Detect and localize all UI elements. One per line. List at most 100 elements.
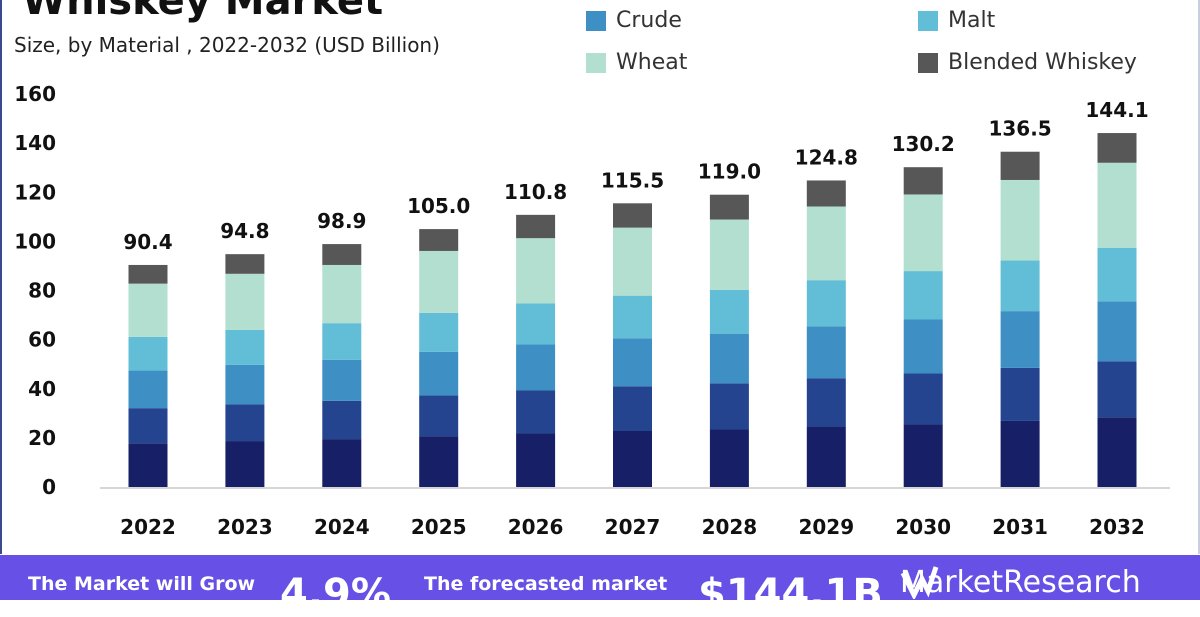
bar-segment-series-1 (419, 436, 459, 487)
bar-segment-wheat (419, 250, 459, 313)
bar-segment-crude (1000, 311, 1040, 368)
bar-segment-series-1 (1000, 420, 1040, 487)
bar-segment-crude (1097, 301, 1137, 362)
x-tick-label: 2022 (120, 515, 176, 539)
bar-segment-malt (903, 271, 943, 320)
bar-segment-series-2 (322, 400, 362, 440)
bar-segment-wheat (128, 283, 168, 337)
legend-label: Crude (616, 8, 682, 33)
bar-segment-series-2 (516, 390, 556, 434)
legend-label: Malt (948, 8, 996, 33)
y-tick-label: 40 (28, 377, 56, 401)
bar-segment-malt (322, 323, 362, 360)
bar-segment-series-2 (903, 373, 943, 425)
bar-segment-crude (613, 338, 652, 387)
legend-swatch-blended-whiskey (918, 52, 938, 73)
logo-chart-icon (900, 566, 939, 599)
bar-segment-series-2 (1000, 367, 1040, 421)
logo-text: MarketResearch (900, 564, 1141, 600)
x-tick-label: 2027 (605, 515, 661, 539)
chart-frame (0, 0, 1200, 554)
bar-segment-wheat (806, 206, 846, 281)
x-tick-label: 2031 (992, 515, 1048, 539)
bar-segment-blended-whiskey (613, 203, 652, 228)
y-tick-label: 20 (28, 426, 56, 450)
chart-title: Whiskey Market (22, 0, 384, 24)
forecast-value: $144.1B (698, 571, 883, 617)
bar-total-label: 115.5 (601, 168, 664, 192)
bar-segment-series-1 (128, 443, 168, 487)
bar-segment-series-1 (709, 429, 749, 487)
bar-segment-series-1 (903, 424, 943, 487)
bar-total-label: 98.9 (317, 209, 366, 233)
bar-segment-series-1 (516, 433, 556, 487)
bar-segment-wheat (709, 219, 749, 290)
bar-segment-series-1 (225, 441, 265, 487)
marketresearch-logo: MarketResearch (900, 565, 1141, 600)
bar-total-label: 130.2 (892, 132, 955, 156)
bar-segment-crude (322, 359, 362, 401)
bar-segment-blended-whiskey (225, 254, 265, 274)
bar-total-label: 124.8 (795, 145, 858, 169)
y-tick-label: 80 (28, 279, 56, 303)
legend-label: Blended Whiskey (948, 50, 1137, 75)
bar-segment-crude (128, 370, 168, 409)
bar-total-label: 105.0 (407, 194, 470, 218)
chart-subtitle: Size, by Material , 2022-2032 (USD Billi… (14, 33, 440, 57)
bar-total-label: 110.8 (504, 180, 567, 204)
legend-item-blended-whiskey: Blended Whiskey (918, 50, 1137, 75)
bar-total-label: 119.0 (698, 160, 761, 184)
legend-swatch-malt (918, 10, 938, 31)
cagr-value: 4.9% (280, 571, 391, 617)
bar-segment-wheat (1097, 162, 1137, 248)
bar-segment-blended-whiskey (516, 214, 556, 239)
y-tick-label: 0 (42, 475, 56, 499)
y-tick-label: 160 (14, 82, 56, 106)
bar-segment-malt (225, 329, 265, 365)
x-tick-label: 2030 (895, 515, 951, 539)
x-tick-label: 2023 (217, 515, 273, 539)
legend-label: Wheat (616, 50, 688, 75)
bar-segment-crude (225, 364, 265, 405)
legend-swatch-wheat (586, 52, 606, 73)
legend-item-malt: Malt (918, 8, 995, 33)
bar-total-label: 94.8 (220, 219, 269, 243)
x-tick-label: 2028 (702, 515, 758, 539)
bar-segment-series-1 (1097, 417, 1137, 487)
bar-segment-series-2 (806, 378, 846, 427)
bar-total-label: 144.1 (1085, 98, 1148, 122)
bar-segment-series-1 (613, 430, 652, 487)
bar-segment-blended-whiskey (419, 229, 459, 251)
legend-swatch-crude (586, 10, 606, 31)
bar-segment-crude (516, 344, 556, 391)
bar-segment-malt (128, 336, 168, 371)
x-tick-label: 2032 (1089, 515, 1145, 539)
bar-segment-blended-whiskey (1097, 133, 1137, 163)
bar-segment-malt (1097, 247, 1137, 302)
bar-segment-blended-whiskey (322, 244, 362, 265)
bar-segment-series-2 (613, 386, 652, 431)
legend-item-wheat: Wheat (586, 50, 687, 75)
bar-segment-series-1 (806, 426, 846, 487)
bar-segment-blended-whiskey (709, 194, 749, 220)
bar-segment-series-2 (225, 404, 265, 442)
x-tick-label: 2026 (508, 515, 564, 539)
stacked-bar-chart: 0 20 40 60 80 100 120 140 160 90.4 2022 94.8 2023 98.… (14, 82, 1170, 539)
bar-segment-series-1 (322, 439, 362, 487)
y-tick-label: 140 (14, 131, 56, 155)
bar-segment-wheat (516, 238, 556, 304)
y-tick-label: 120 (14, 180, 56, 204)
bar-segment-malt (1000, 260, 1040, 312)
bar-segment-series-2 (419, 395, 459, 437)
bar-segment-wheat (1000, 179, 1040, 261)
forecast-label: The forecasted market (424, 573, 668, 595)
y-tick-label: 60 (28, 328, 56, 352)
bar-segment-wheat (322, 264, 362, 324)
bar-segment-blended-whiskey (1000, 151, 1040, 180)
summary-banner: The Market will Grow 4.9% The forecasted… (0, 555, 1200, 617)
bar-segment-wheat (225, 273, 265, 330)
bar-segment-crude (709, 333, 749, 384)
x-tick-label: 2025 (411, 515, 467, 539)
bar-segment-series-2 (709, 383, 749, 430)
bar-segment-series-2 (1097, 361, 1137, 418)
